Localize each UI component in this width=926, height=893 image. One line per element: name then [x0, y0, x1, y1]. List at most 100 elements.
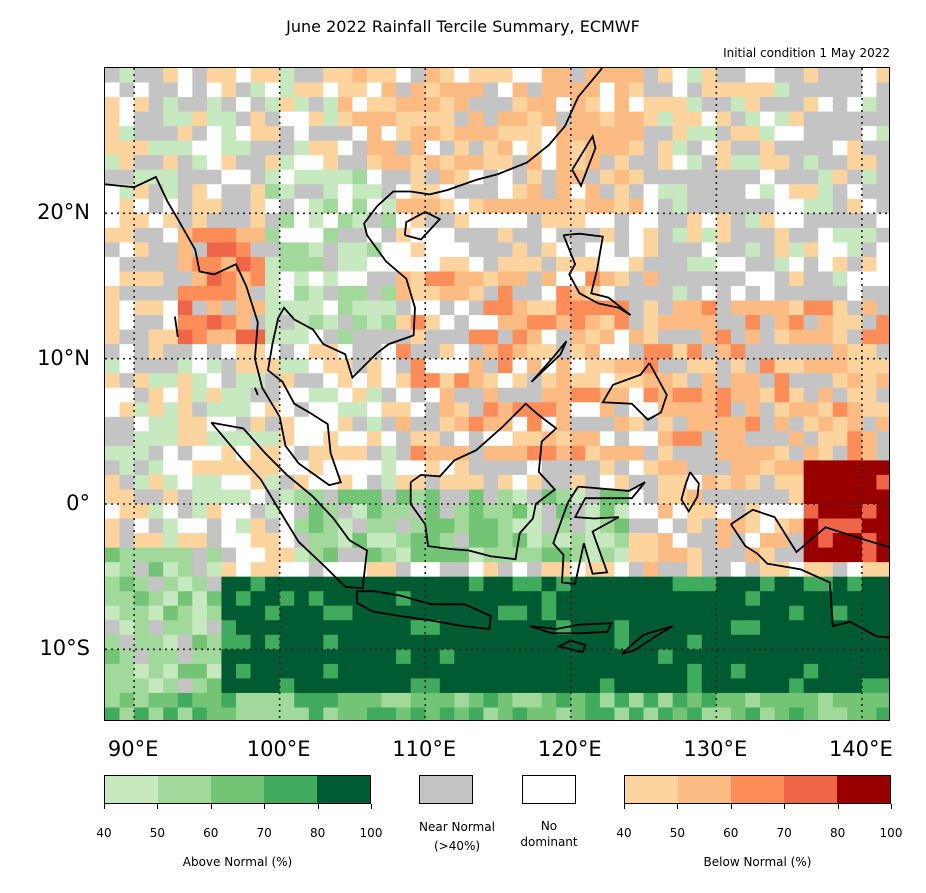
- tercile-cell: [832, 445, 848, 461]
- tercile-cell: [381, 460, 397, 476]
- tercile-cell: [556, 198, 572, 214]
- tercile-cell: [658, 344, 674, 360]
- tercile-cell: [745, 402, 761, 418]
- tercile-cell: [468, 286, 484, 302]
- tercile-cell: [308, 300, 324, 316]
- tercile-cell: [774, 678, 790, 694]
- tercile-cell: [498, 620, 514, 636]
- tercile-cell: [832, 198, 848, 214]
- tercile-cell: [541, 692, 557, 708]
- tercile-cell: [789, 605, 805, 621]
- tercile-cell: [730, 474, 746, 490]
- tercile-cell: [439, 504, 455, 520]
- tercile-cell: [629, 82, 645, 98]
- tercile-cell: [454, 562, 470, 578]
- tercile-cell: [774, 271, 790, 287]
- tercile-cell: [643, 649, 659, 665]
- tercile-cell: [308, 344, 324, 360]
- tercile-cell: [512, 591, 528, 607]
- tercile-cell: [876, 227, 889, 243]
- tercile-cell: [643, 315, 659, 331]
- tercile-cell: [367, 184, 383, 200]
- tercile-cell: [221, 358, 237, 374]
- tercile-cell: [425, 242, 441, 258]
- tercile-cell: [177, 184, 193, 200]
- tercile-cell: [570, 416, 586, 432]
- tercile-cell: [396, 242, 412, 258]
- tercile-cell: [512, 692, 528, 708]
- tercile-cell: [861, 474, 877, 490]
- tercile-cell: [832, 227, 848, 243]
- tercile-cell: [498, 300, 514, 316]
- tercile-cell: [658, 489, 674, 505]
- tercile-cell: [730, 271, 746, 287]
- tercile-cell: [774, 286, 790, 302]
- tercile-cell: [265, 620, 281, 636]
- tercile-cell: [803, 416, 819, 432]
- tercile-cell: [818, 169, 834, 185]
- longitude-label: 140°E: [828, 737, 893, 761]
- tercile-cell: [279, 649, 295, 665]
- tercile-cell: [265, 111, 281, 127]
- tercile-cell: [847, 460, 863, 476]
- tercile-cell: [410, 126, 426, 142]
- tercile-cell: [614, 547, 630, 563]
- tercile-cell: [425, 387, 441, 403]
- tercile-cell: [847, 68, 863, 84]
- tercile-cell: [206, 445, 222, 461]
- tercile-cell: [206, 605, 222, 621]
- tercile-cell: [541, 678, 557, 694]
- tercile-cell: [265, 663, 281, 679]
- tercile-cell: [148, 286, 164, 302]
- tercile-cell: [512, 533, 528, 549]
- colorbar-tick-label: 80: [309, 826, 326, 840]
- tercile-cell: [643, 227, 659, 243]
- tercile-cell: [483, 213, 499, 229]
- tercile-cell: [323, 431, 339, 447]
- tercile-cell: [527, 489, 543, 505]
- tercile-cell: [672, 707, 688, 720]
- tercile-cell: [716, 678, 732, 694]
- tercile-cell: [192, 474, 208, 490]
- tercile-cell: [643, 431, 659, 447]
- tercile-cell: [177, 402, 193, 418]
- tercile-cell: [541, 315, 557, 331]
- tercile-cell: [643, 242, 659, 258]
- tercile-cell: [527, 605, 543, 621]
- tercile-cell: [134, 82, 150, 98]
- tercile-cell: [396, 692, 412, 708]
- tercile-cell: [105, 82, 121, 98]
- tercile-cell: [745, 126, 761, 142]
- tercile-cell: [337, 286, 353, 302]
- tercile-cell: [396, 140, 412, 156]
- tercile-cell: [760, 169, 776, 185]
- tercile-cell: [818, 256, 834, 272]
- tercile-cell: [861, 286, 877, 302]
- tercile-cell: [629, 198, 645, 214]
- tercile-cell: [294, 373, 310, 389]
- tercile-cell: [730, 242, 746, 258]
- colorbar-tick-label: 50: [149, 826, 166, 840]
- tercile-cell: [527, 315, 543, 331]
- tercile-cell: [658, 169, 674, 185]
- tercile-cell: [308, 445, 324, 461]
- tercile-cell: [760, 358, 776, 374]
- tercile-cell: [367, 111, 383, 127]
- tercile-cell: [221, 518, 237, 534]
- tercile-cell: [498, 329, 514, 345]
- tercile-cell: [454, 315, 470, 331]
- tercile-cell: [468, 489, 484, 505]
- tercile-cell: [279, 605, 295, 621]
- tercile-cell: [105, 169, 121, 185]
- tercile-cell: [876, 605, 889, 621]
- tercile-cell: [687, 620, 703, 636]
- tercile-cell: [119, 634, 135, 650]
- tercile-cell: [308, 213, 324, 229]
- tercile-cell: [658, 256, 674, 272]
- tercile-cell: [861, 416, 877, 432]
- tercile-cell: [672, 286, 688, 302]
- tercile-cell: [163, 242, 179, 258]
- tercile-cell: [527, 416, 543, 432]
- tercile-cell: [396, 68, 412, 84]
- tercile-cell: [163, 533, 179, 549]
